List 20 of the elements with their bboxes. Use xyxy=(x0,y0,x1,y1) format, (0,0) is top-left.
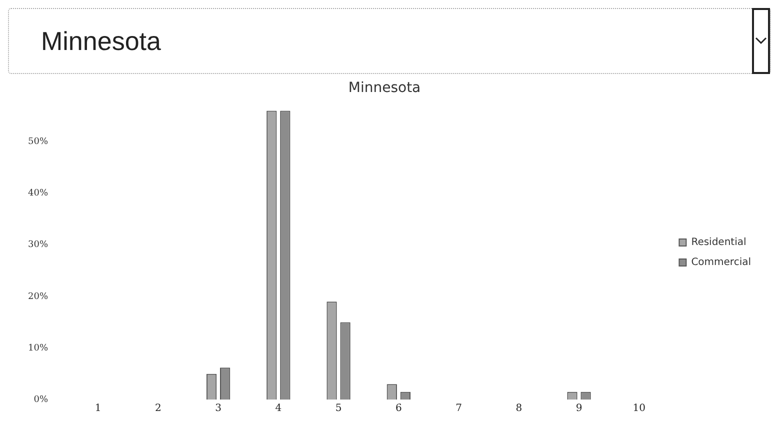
x-tick-label: 9 xyxy=(576,403,582,414)
text: Minnesota xyxy=(40,26,162,56)
x-tick-label: 8 xyxy=(516,403,522,414)
x-tick-label: 1 xyxy=(94,403,102,414)
legend-label: Residential xyxy=(691,237,746,248)
x-tick-label: 3 xyxy=(215,403,222,414)
legend-label: Commercial xyxy=(691,257,752,268)
x-tick-label: 7 xyxy=(456,403,462,414)
y-tick-label: 30% xyxy=(28,240,48,250)
y-tick-label: 50% xyxy=(28,137,48,148)
x-tick-label: 5 xyxy=(335,403,342,414)
x-tick-label: 6 xyxy=(395,403,402,414)
x-tick-label: 4 xyxy=(275,403,282,414)
x-tick-label: 2 xyxy=(154,403,162,414)
y-tick-label: 40% xyxy=(28,188,48,199)
y-tick-label: 0% xyxy=(34,394,48,405)
y-tick-label: 20% xyxy=(28,292,48,302)
chart-title: Minnesota xyxy=(348,80,421,96)
y-tick-label: 10% xyxy=(28,343,48,354)
x-tick-label: 10 xyxy=(632,403,646,414)
